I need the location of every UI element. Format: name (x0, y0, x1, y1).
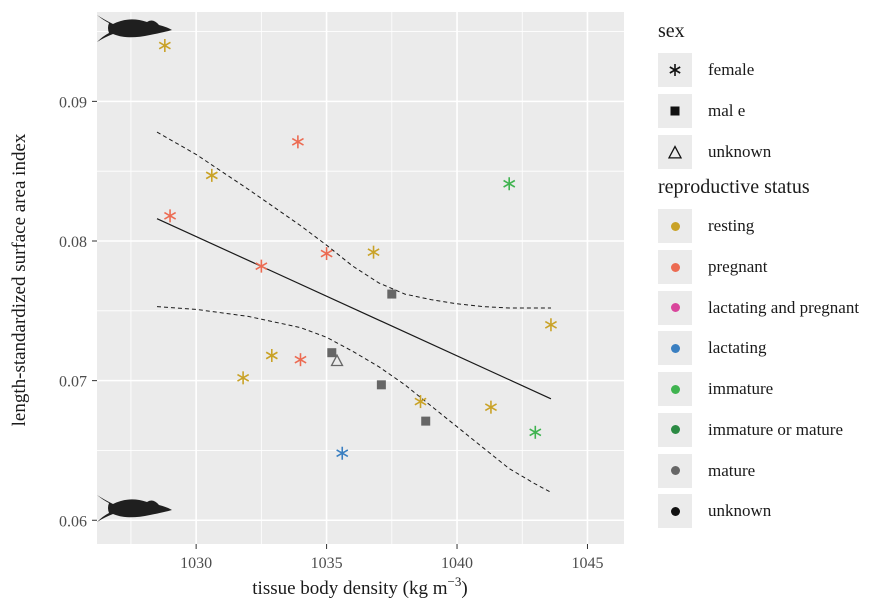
data-point (544, 318, 557, 332)
data-point (376, 380, 386, 390)
x-tick-label: 1040 (441, 555, 473, 572)
plot-panel (97, 12, 624, 544)
legend: sex female mal e unknown reproductive stat… (658, 18, 894, 532)
regression-line (156, 218, 552, 400)
data-point (503, 177, 516, 191)
data-point (336, 446, 349, 460)
legend-status-item: immature (658, 369, 894, 410)
data-point (327, 348, 337, 358)
legend-label: lactating (708, 338, 767, 358)
y-axis-title: length-standardized surface area index (9, 133, 30, 426)
x-tick-label: 1030 (180, 555, 212, 572)
x-axis-title-main: tissue body density (kg m (252, 578, 447, 599)
legend-status-item: pregnant (658, 247, 894, 288)
legend-label: immature or mature (708, 419, 844, 439)
data-point (320, 247, 333, 261)
dot-icon (670, 262, 680, 272)
legend-title-sex: sex (658, 20, 685, 42)
data-point (158, 39, 171, 53)
dot-icon (670, 343, 680, 353)
dot-icon (670, 303, 680, 313)
legend-label: unknown (708, 141, 772, 161)
dot-icon (670, 221, 680, 231)
x-axis-title-exponent: −3 (448, 574, 462, 589)
data-point (387, 289, 397, 299)
data-point (414, 395, 427, 409)
data-point (265, 348, 278, 362)
legend-status-item: immature or mature (658, 410, 894, 451)
y-tick-label: 0.09 (59, 94, 87, 111)
x-tick-label: 1035 (311, 555, 343, 572)
whale-icon (97, 15, 172, 42)
legend-key (658, 94, 692, 129)
legend-key (658, 331, 692, 366)
legend-key (658, 290, 692, 325)
y-tick-label: 0.08 (59, 234, 87, 251)
legend-label: immature (708, 379, 774, 399)
dot-icon (670, 466, 680, 476)
dot-icon (670, 384, 680, 394)
legend-label: female (708, 60, 755, 80)
x-axis-title-close: ) (461, 578, 467, 599)
y-tick-label: 0.07 (59, 374, 87, 391)
data-point (205, 168, 218, 182)
major-gridlines (97, 12, 624, 544)
data-point (367, 245, 380, 259)
legend-label: mal e (708, 101, 746, 121)
dot-icon (670, 425, 680, 435)
legend-sex-item: female (658, 50, 894, 91)
whale-icon (97, 495, 172, 522)
data-point (421, 416, 431, 426)
legend-label: unknown (708, 501, 772, 521)
legend-status-item: unknown (658, 491, 894, 532)
data-point (484, 400, 497, 414)
data-point (164, 209, 177, 223)
asterisk-icon (669, 64, 681, 77)
data-point (291, 135, 304, 149)
legend-sex-items: female mal e unknown (658, 50, 894, 172)
data-points (158, 39, 557, 460)
x-axis-ticks: 1030 1035 1040 1045 (180, 544, 603, 572)
square-icon (670, 106, 680, 116)
x-axis-title: tissue body density (kg m−3) (252, 574, 467, 599)
legend-status-item: lactating and pregnant (658, 287, 894, 328)
legend-sex-item: mal e (658, 91, 894, 132)
legend-key (658, 453, 692, 488)
confidence-band-lower (156, 306, 552, 493)
legend-key (658, 494, 692, 529)
legend-status-item: resting (658, 206, 894, 247)
triangle-icon (667, 144, 683, 159)
legend-status-items: resting pregnant lactating and pregnant lac… (658, 206, 894, 532)
data-point (330, 353, 344, 367)
legend-key (658, 372, 692, 407)
x-tick-label: 1045 (571, 555, 603, 572)
legend-label: pregnant (708, 257, 768, 277)
legend-status-item: lactating (658, 328, 894, 369)
legend-label: resting (708, 216, 755, 236)
regression-line-group (156, 218, 552, 400)
legend-label: lactating and pregnant (708, 297, 860, 317)
data-point (529, 425, 542, 439)
data-point (255, 259, 268, 273)
legend-key (658, 250, 692, 285)
legend-sex-item: unknown (658, 131, 894, 172)
y-tick-label: 0.06 (59, 513, 87, 530)
legend-key (658, 134, 692, 169)
legend-key (658, 53, 692, 88)
y-axis-ticks: 0.06 0.07 0.08 0.09 (59, 94, 97, 530)
legend-key (658, 412, 692, 447)
data-point (294, 353, 307, 367)
dot-icon (670, 506, 680, 516)
legend-status-item: mature (658, 450, 894, 491)
legend-title-reproductive-status: reproductive status (658, 176, 810, 199)
confidence-band-upper (156, 131, 551, 309)
data-point (237, 371, 250, 385)
legend-key (658, 209, 692, 244)
legend-label: mature (708, 460, 756, 480)
confidence-bands (156, 131, 552, 493)
